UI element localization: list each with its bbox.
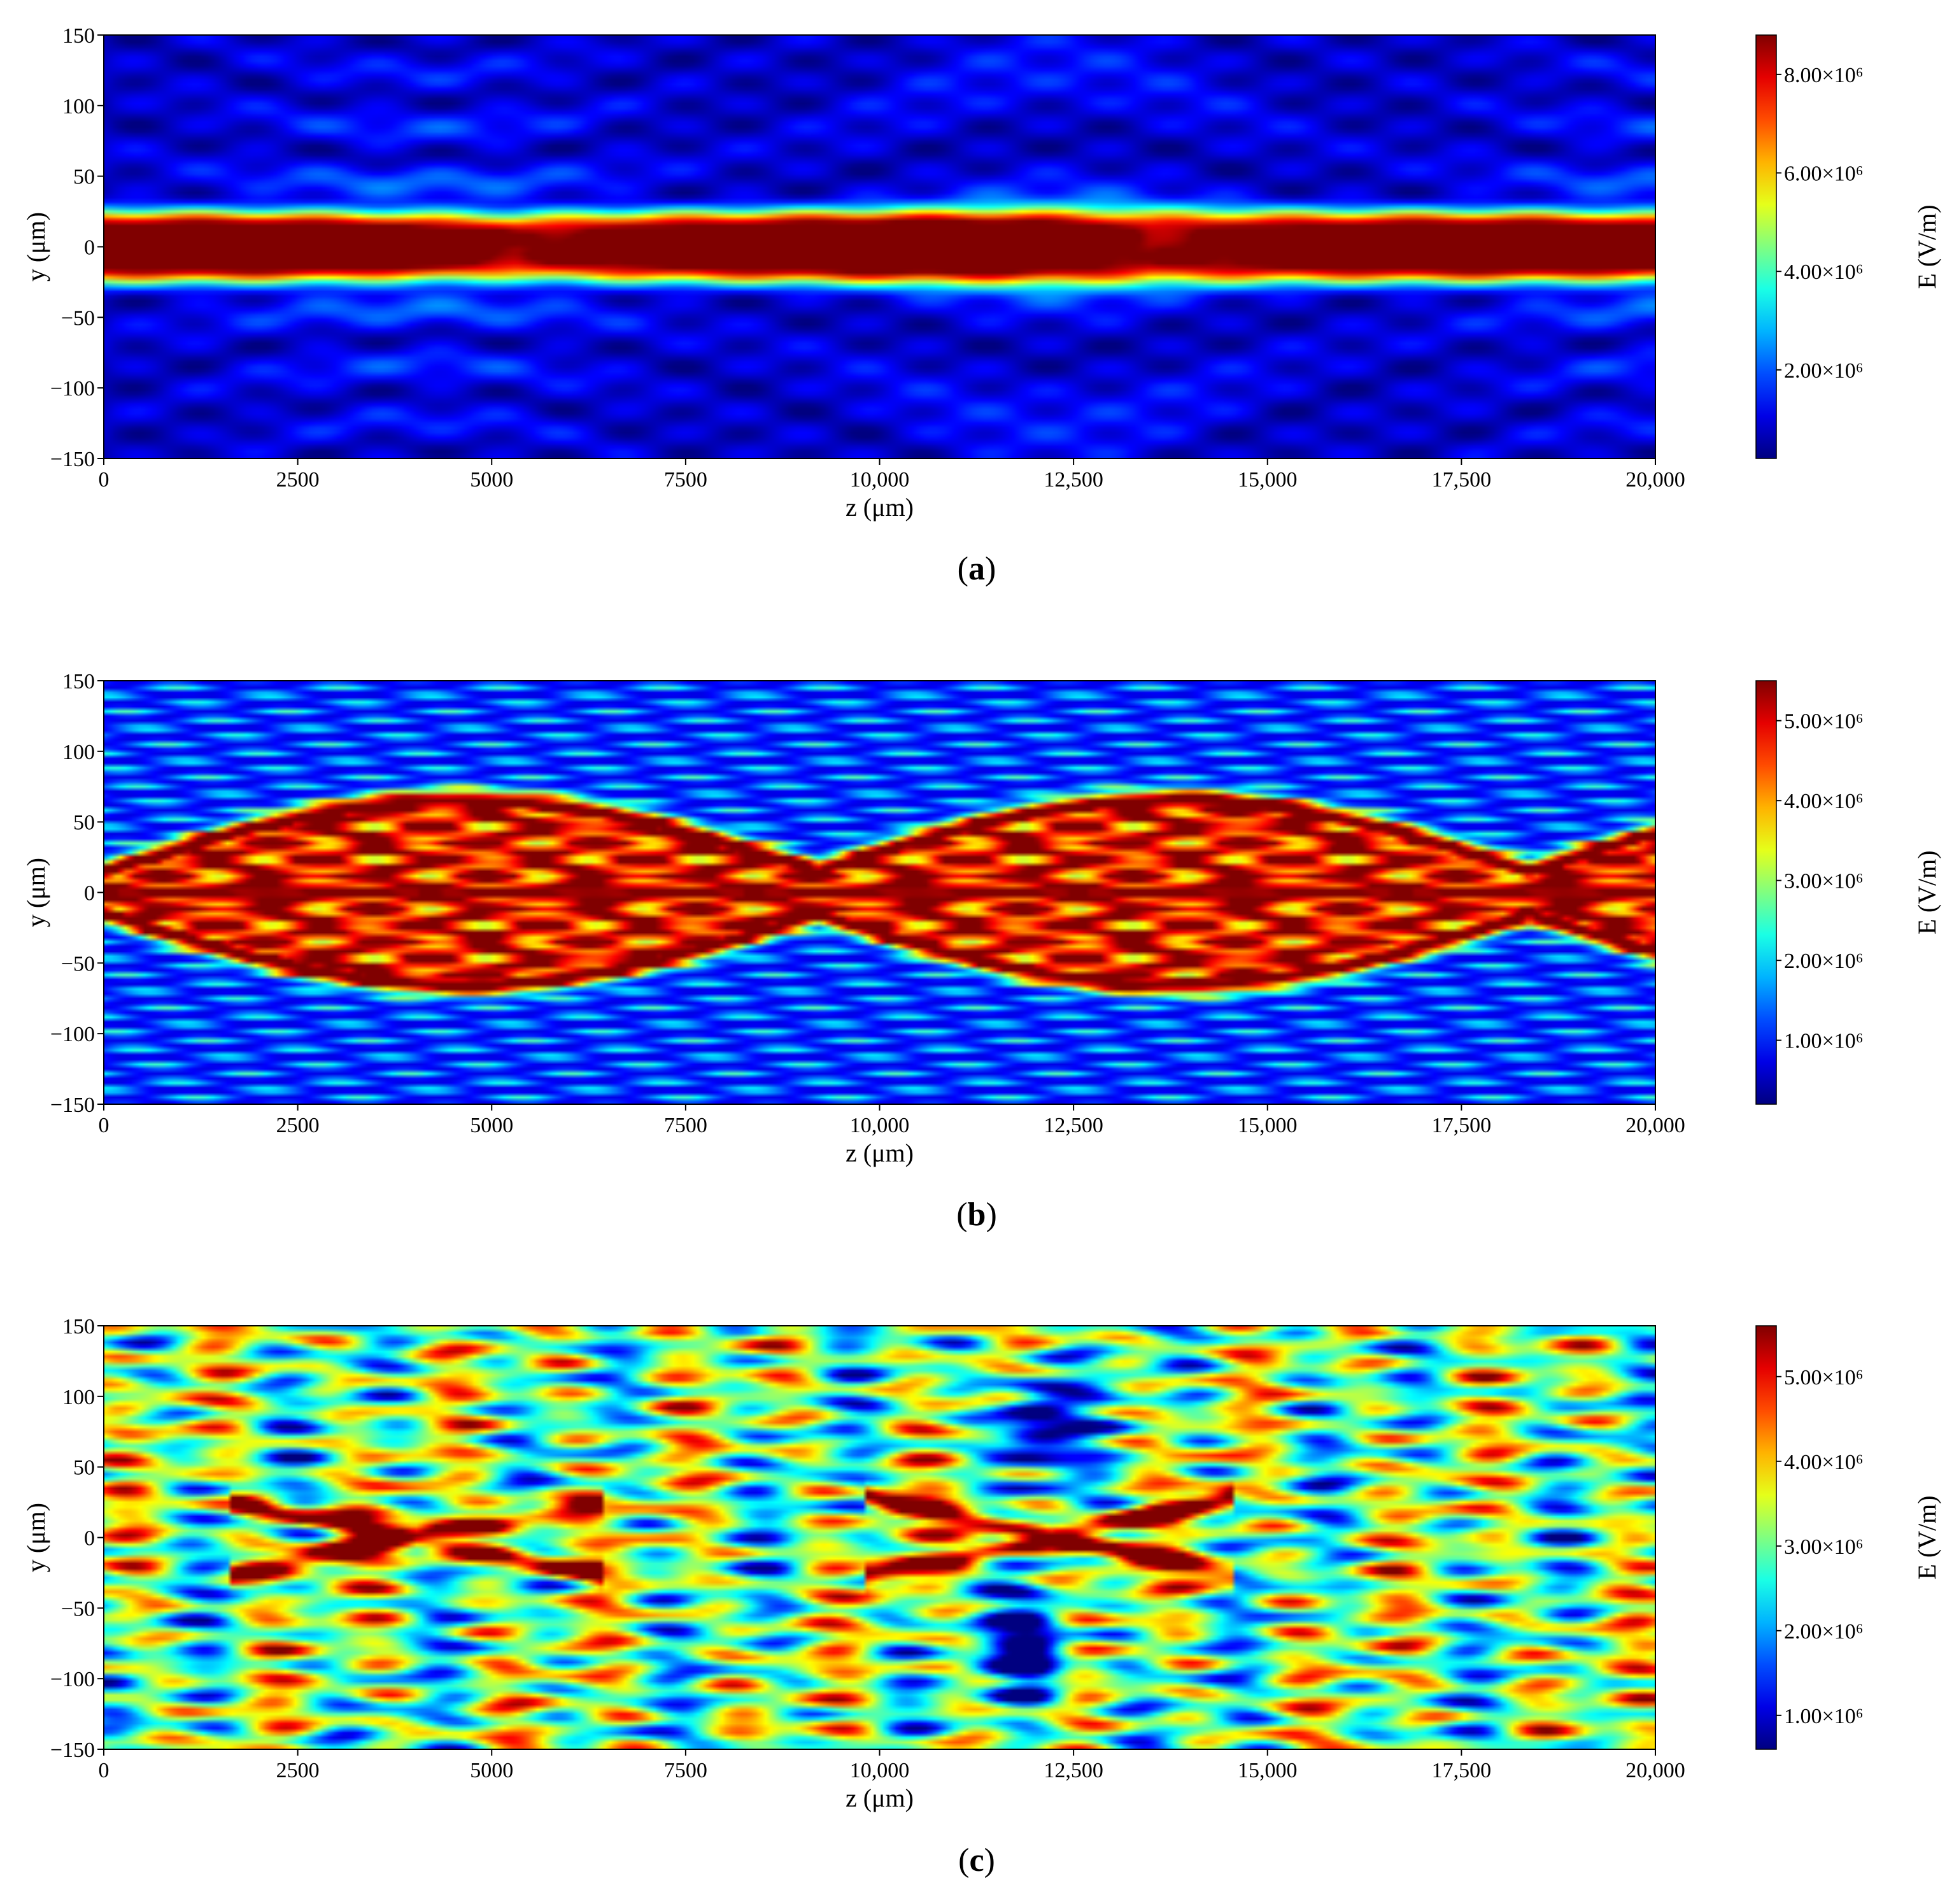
x-tick-label: 0 xyxy=(99,468,110,492)
x-tick-label: 12,500 xyxy=(1044,468,1103,492)
y-tick-label: 150 xyxy=(62,1315,95,1339)
colorbar-tick-label: 3.00×10⁶ xyxy=(1784,870,1864,893)
colorbar-tick-label: 2.00×10⁶ xyxy=(1784,359,1864,383)
colorbar-tick-label: 2.00×10⁶ xyxy=(1784,1620,1864,1644)
y-tick-label: 50 xyxy=(73,166,95,189)
panel-c: 0 2500 5000 7500 10,000 12,500 15,000 17,500 20,… xyxy=(22,1315,1941,1879)
x-tick-label: 0 xyxy=(99,1114,110,1137)
x-tick-label: 17,500 xyxy=(1432,1114,1492,1137)
colorbar-a xyxy=(1755,34,1777,459)
colorbar-c xyxy=(1755,1325,1777,1750)
y-tick-label: 100 xyxy=(62,741,95,764)
x-tick-label: 10,000 xyxy=(850,1759,910,1782)
x-axis-label: z (μm) xyxy=(846,1784,914,1812)
heatmap-a xyxy=(104,35,1655,458)
x-tick-label: 17,500 xyxy=(1432,468,1492,492)
colorbar-label: E (V/m) xyxy=(1913,204,1941,288)
panel-label: (a) xyxy=(958,551,996,587)
y-tick-label: −100 xyxy=(50,1668,95,1691)
colorbar-tick-label: 1.00×10⁶ xyxy=(1784,1705,1864,1728)
x-tick-label: 5000 xyxy=(470,1114,513,1137)
panel-a: 0 2500 5000 7500 10,000 12,500 15,000 17,500 20,… xyxy=(22,24,1941,587)
colorbar-tick-label: 6.00×10⁶ xyxy=(1784,162,1864,186)
x-tick-label: 7500 xyxy=(664,1114,707,1137)
x-tick-label: 10,000 xyxy=(850,1114,910,1137)
y-tick-label: 0 xyxy=(84,1527,95,1551)
colorbar-tick-label: 2.00×10⁶ xyxy=(1784,949,1864,973)
x-tick-label: 15,000 xyxy=(1238,1114,1298,1137)
y-tick-label: 150 xyxy=(62,670,95,693)
colorbar-tick-label: 1.00×10⁶ xyxy=(1784,1030,1864,1053)
x-tick-label: 20,000 xyxy=(1625,468,1685,492)
y-tick-label: 50 xyxy=(73,1456,95,1480)
x-axis-label: z (μm) xyxy=(846,1139,914,1167)
panel-label: (c) xyxy=(958,1842,995,1879)
colorbar-tick-label: 4.00×10⁶ xyxy=(1784,790,1864,813)
x-tick-label: 7500 xyxy=(664,1759,707,1782)
x-tick-label: 0 xyxy=(99,1759,110,1782)
colorbar-label: E (V/m) xyxy=(1913,850,1941,934)
heatmap-c xyxy=(104,1326,1655,1749)
y-tick-label: −150 xyxy=(50,1738,95,1762)
x-tick-label: 20,000 xyxy=(1625,1114,1685,1137)
colorbar-tick-label: 5.00×10⁶ xyxy=(1784,1366,1864,1389)
x-tick-label: 20,000 xyxy=(1625,1759,1685,1782)
y-tick-label: −50 xyxy=(61,1597,95,1621)
y-tick-label: 100 xyxy=(62,95,95,118)
colorbar-label: E (V/m) xyxy=(1913,1495,1941,1579)
y-tick-label: 150 xyxy=(62,24,95,48)
y-axis-label: y (μm) xyxy=(22,212,50,281)
y-tick-label: −100 xyxy=(50,377,95,401)
y-tick-label: 50 xyxy=(73,811,95,835)
y-tick-label: −50 xyxy=(61,952,95,976)
x-tick-label: 12,500 xyxy=(1044,1114,1103,1137)
x-axis-label: z (μm) xyxy=(846,493,914,522)
y-tick-label: 0 xyxy=(84,882,95,906)
colorbar-tick-label: 5.00×10⁶ xyxy=(1784,710,1864,734)
x-tick-label: 5000 xyxy=(470,1759,513,1782)
x-tick-label: 2500 xyxy=(276,468,320,492)
x-tick-label: 15,000 xyxy=(1238,1759,1298,1782)
colorbar-tick-label: 3.00×10⁶ xyxy=(1784,1535,1864,1559)
y-tick-label: −50 xyxy=(61,306,95,330)
x-tick-label: 5000 xyxy=(470,468,513,492)
y-tick-label: 100 xyxy=(62,1386,95,1409)
x-tick-label: 15,000 xyxy=(1238,468,1298,492)
colorbar-tick-label: 4.00×10⁶ xyxy=(1784,260,1864,284)
x-tick-label: 12,500 xyxy=(1044,1759,1103,1782)
y-tick-label: 0 xyxy=(84,236,95,260)
panel-label: (b) xyxy=(956,1197,997,1233)
colorbar-tick-label: 4.00×10⁶ xyxy=(1784,1451,1864,1474)
x-tick-label: 2500 xyxy=(276,1114,320,1137)
colorbar-b xyxy=(1755,680,1777,1105)
y-axis-label: y (μm) xyxy=(22,1503,50,1572)
panel-b: 0 2500 5000 7500 10,000 12,500 15,000 17,500 20,… xyxy=(22,670,1941,1233)
x-tick-label: 17,500 xyxy=(1432,1759,1492,1782)
x-tick-label: 10,000 xyxy=(850,468,910,492)
y-axis-label: y (μm) xyxy=(22,858,50,927)
colorbar-tick-label: 8.00×10⁶ xyxy=(1784,64,1864,87)
x-tick-label: 2500 xyxy=(276,1759,320,1782)
x-tick-label: 7500 xyxy=(664,468,707,492)
heatmap-b xyxy=(104,681,1655,1104)
y-tick-label: −100 xyxy=(50,1023,95,1046)
y-tick-label: −150 xyxy=(50,448,95,471)
y-tick-label: −150 xyxy=(50,1093,95,1117)
